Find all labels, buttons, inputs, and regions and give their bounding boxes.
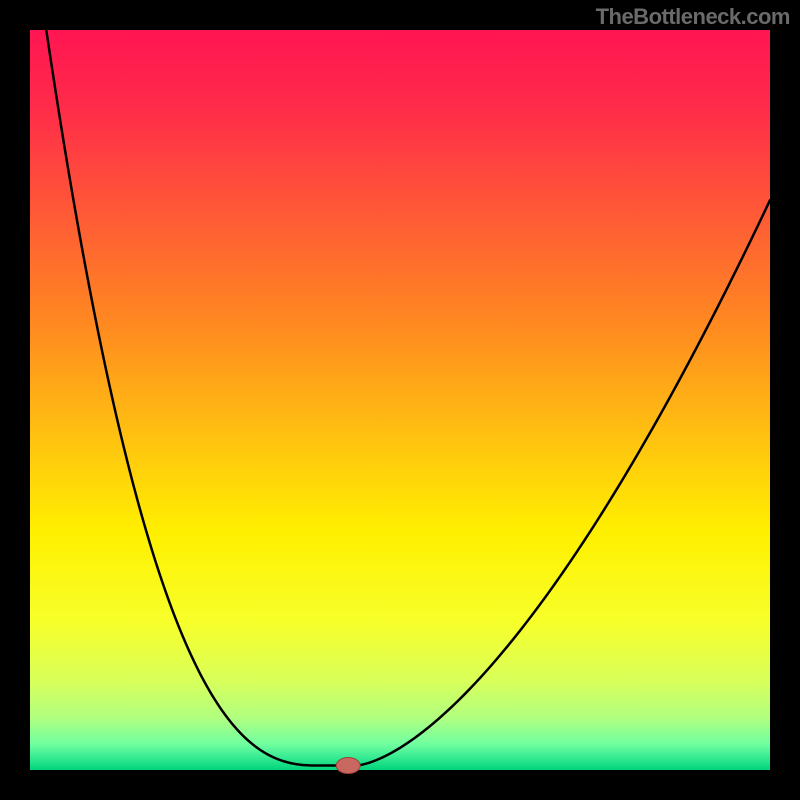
plot-background — [30, 30, 770, 770]
bottleneck-chart — [0, 0, 800, 800]
chart-container: TheBottleneck.com — [0, 0, 800, 800]
watermark-text: TheBottleneck.com — [596, 4, 790, 30]
optimal-point-marker — [336, 758, 360, 774]
